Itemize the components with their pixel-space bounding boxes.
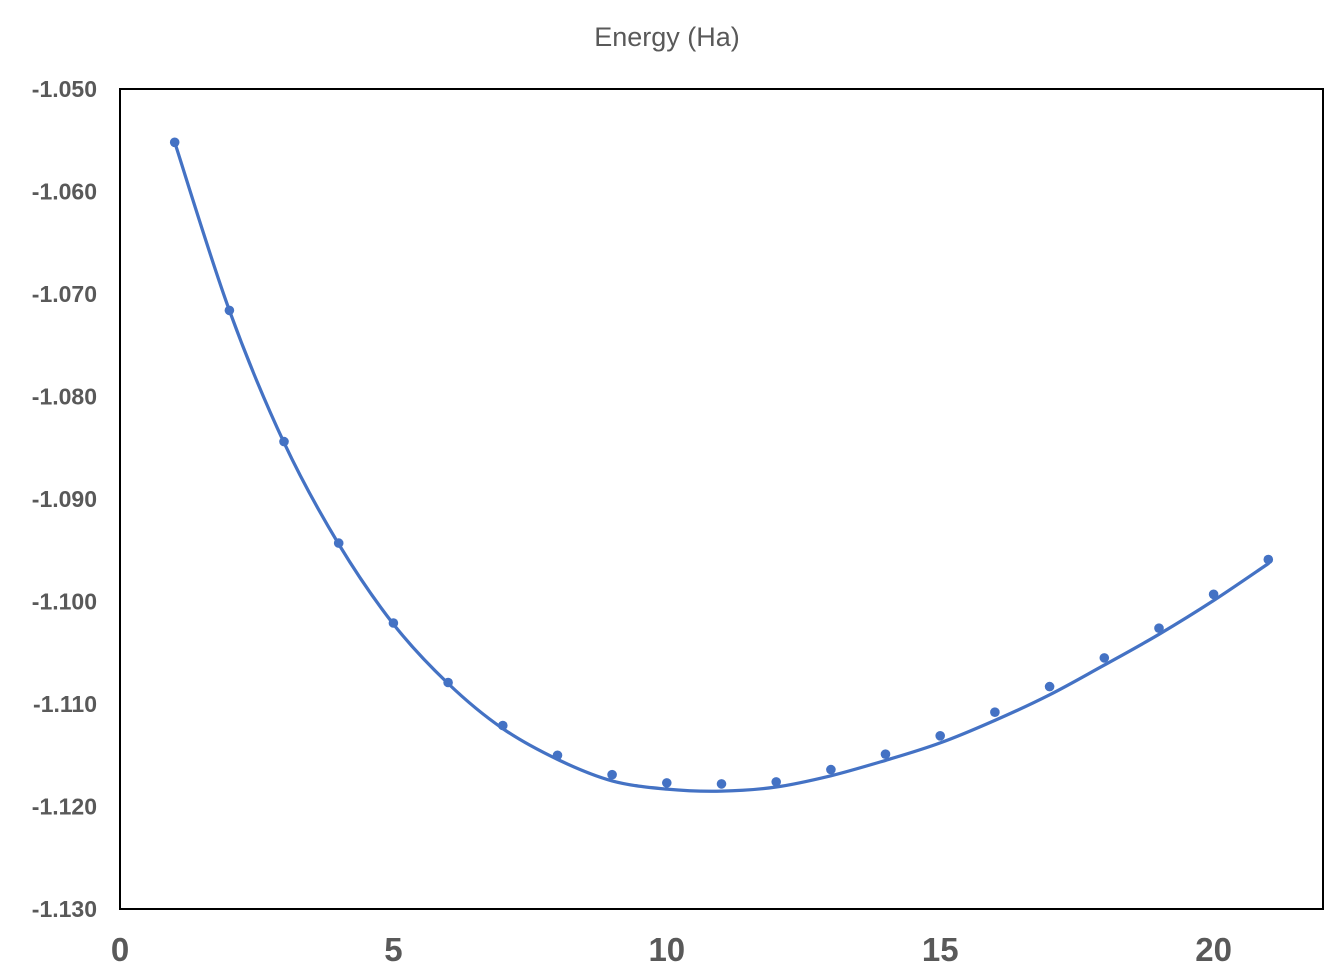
y-axis-tick-label: -1.050 <box>32 76 97 102</box>
y-axis-tick-label: -1.080 <box>32 384 97 410</box>
x-axis-tick-label: 20 <box>1195 931 1232 968</box>
y-axis-tick-label: -1.110 <box>33 691 97 717</box>
x-axis-tick-label: 15 <box>922 931 959 968</box>
data-point-marker <box>880 749 891 759</box>
data-point-marker <box>662 778 672 788</box>
data-point-marker <box>279 436 289 447</box>
data-point-marker <box>990 707 1000 717</box>
data-point-marker <box>716 779 727 789</box>
data-point-marker <box>1099 653 1110 663</box>
y-axis-tick-label: -1.100 <box>32 589 97 615</box>
data-point-marker <box>1154 623 1164 633</box>
data-point-marker <box>771 777 781 787</box>
x-axis-tick-label: 5 <box>384 931 402 968</box>
data-point-marker <box>224 305 235 316</box>
data-point-marker <box>935 731 945 741</box>
plot-border <box>119 88 1324 910</box>
data-point-marker <box>1044 681 1055 692</box>
data-point-marker <box>388 618 399 628</box>
data-point-marker <box>1208 589 1219 600</box>
data-point-marker <box>333 538 344 548</box>
y-axis-tick-label: -1.060 <box>32 179 97 205</box>
y-axis-tick-label: -1.130 <box>32 896 97 922</box>
x-axis-tick-label: 0 <box>111 931 129 968</box>
y-axis-tick-label: -1.070 <box>32 281 97 307</box>
energy-fit-curve <box>173 140 1270 793</box>
data-point-marker <box>552 750 563 761</box>
data-point-marker <box>1263 554 1274 565</box>
x-axis-tick-label: 10 <box>648 931 685 968</box>
data-point-marker <box>498 720 508 731</box>
data-point-marker <box>607 769 617 780</box>
y-axis-tick-label: -1.090 <box>32 486 97 512</box>
data-point-marker <box>826 764 836 775</box>
chart-title: Energy (Ha) <box>594 22 740 52</box>
y-axis-tick-label: -1.120 <box>32 794 97 820</box>
data-point-marker <box>169 137 180 148</box>
data-point-marker <box>443 677 453 688</box>
